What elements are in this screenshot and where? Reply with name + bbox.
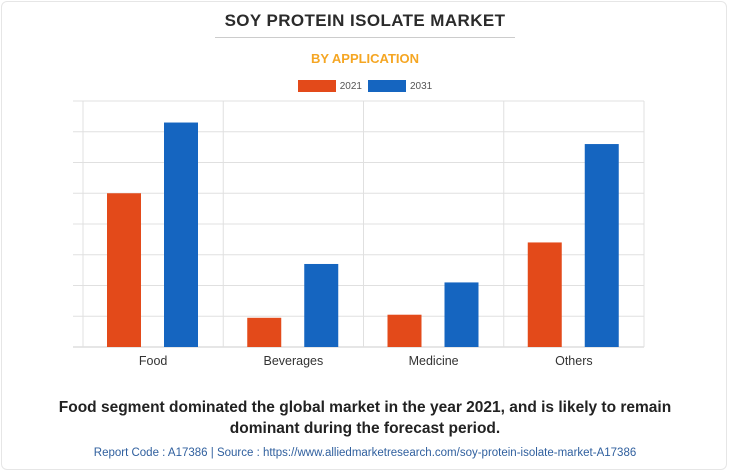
bar-2031-others (584, 144, 619, 347)
bar-2031-beverages (304, 263, 339, 347)
x-tick-label-medicine: Medicine (409, 354, 459, 368)
legend-swatch-2021 (297, 80, 336, 92)
chart-legend: 2021 2031 (0, 80, 730, 92)
legend-swatch-2031 (368, 80, 406, 92)
bar-2031-food (164, 122, 198, 348)
legend-label-2021: 2021 (339, 80, 362, 92)
chart-caption: Food segment dominated the global market… (58, 399, 672, 437)
bar-2021-food (107, 193, 141, 347)
legend-item-2031[interactable]: 2031 (368, 80, 432, 92)
report-source-footer: Report Code : A17386 | Source : https://… (93, 447, 637, 459)
x-tick-label-beverages: Beverages (263, 354, 323, 368)
legend-item-2021[interactable]: 2021 (297, 80, 362, 92)
bar-2031-medicine (444, 282, 479, 347)
bar-2021-medicine (387, 314, 422, 347)
bar-2021-others (527, 242, 562, 347)
chart-title: SOY PROTEIN ISOLATE MARKET (224, 11, 506, 30)
bar-2021-beverages (247, 317, 282, 347)
legend-label-2031: 2031 (410, 80, 433, 92)
chart-subtitle: BY APPLICATION (310, 51, 420, 66)
x-tick-label-others: Others (555, 354, 593, 368)
x-tick-label-food: Food (139, 354, 168, 368)
title-divider (215, 37, 515, 38)
